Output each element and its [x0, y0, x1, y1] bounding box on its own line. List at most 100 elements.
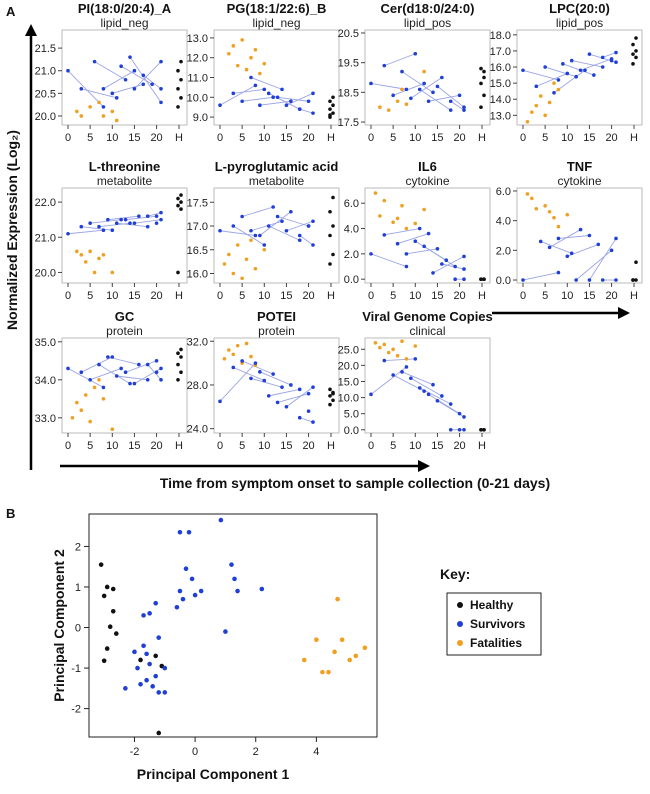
survivor-point	[592, 73, 596, 77]
x-tick-label: 15	[280, 290, 292, 302]
pca-y-label: Principal Component 2	[51, 549, 67, 702]
survivor-point	[574, 278, 578, 282]
survivor-point	[66, 68, 70, 73]
survivor-point	[561, 62, 565, 66]
fatality-point	[249, 55, 253, 60]
survivor-point	[578, 68, 583, 73]
subplot-title: TNF	[567, 159, 592, 174]
pca-fatality-point	[314, 637, 319, 642]
survivor-point	[154, 221, 159, 225]
trajectory-line	[410, 377, 443, 397]
subplot-title: L-threonine	[89, 159, 161, 174]
healthy-point	[482, 277, 486, 282]
fatality-point	[391, 347, 395, 352]
y-tick-label: 0.0	[344, 425, 359, 437]
survivor-point	[137, 362, 141, 367]
x-tick-label: 0	[65, 440, 71, 452]
trajectory-line	[549, 229, 581, 248]
trajectory-line	[241, 360, 274, 375]
healthy-point	[479, 81, 483, 86]
y-tick-label: 10.0	[187, 92, 208, 104]
healthy-point	[179, 347, 183, 352]
trajectory-line	[384, 358, 416, 361]
survivor-point	[253, 83, 258, 88]
survivor-point	[609, 248, 614, 253]
survivor-point	[369, 252, 373, 256]
pca-survivor-point	[229, 562, 234, 567]
pca-healthy-point	[138, 657, 143, 663]
x-tick-label: H	[175, 132, 183, 144]
subplot-subtitle: lipid_pos	[404, 16, 451, 30]
pca-survivor-point	[186, 529, 192, 535]
pca-survivor-point	[223, 629, 228, 634]
survivor-point	[311, 111, 315, 115]
x-tick-label: H	[478, 132, 486, 144]
survivor-point	[280, 385, 284, 389]
pca-healthy-point	[153, 653, 158, 659]
fatality-point	[378, 105, 382, 109]
fatality-point	[75, 109, 79, 114]
survivor-point	[231, 91, 236, 96]
survivor-point	[409, 96, 413, 101]
healthy-point	[331, 103, 335, 108]
survivor-point	[569, 251, 574, 256]
survivor-point	[574, 74, 578, 79]
legend: Key: Healthy Survivors Fatalities	[440, 566, 542, 656]
survivor-point	[417, 226, 422, 231]
trajectory-line	[437, 86, 465, 108]
x-tick-label: 0	[217, 440, 223, 452]
survivor-point	[159, 217, 163, 222]
y-tick-label: 17.0	[187, 221, 208, 233]
fatality-point	[400, 87, 404, 92]
trajectory-line	[103, 70, 135, 90]
fatality-point	[75, 400, 79, 405]
pca-fatality-point	[335, 596, 340, 602]
subplot-subtitle: protein	[258, 324, 295, 338]
x-tick-label: 5	[239, 290, 245, 302]
trajectory-line	[286, 92, 314, 106]
x-tick-label: 20	[453, 132, 465, 144]
survivor-point	[521, 278, 525, 282]
x-tick-label: 20	[302, 440, 314, 452]
x-tick-label: 5	[239, 440, 245, 452]
x-tick-label: 20	[302, 132, 314, 144]
survivor-point	[249, 228, 253, 233]
survivor-point	[462, 415, 466, 419]
trajectory-line	[89, 367, 122, 381]
pca-survivor-point	[183, 566, 189, 572]
survivor-point	[145, 362, 150, 367]
fatality-point	[413, 344, 418, 348]
survivor-point	[258, 103, 262, 108]
x-tick-label: 15	[280, 132, 292, 144]
x-tick-label: 20	[150, 290, 162, 302]
trajectory-line	[81, 356, 113, 373]
fatality-point	[395, 353, 400, 358]
survivor-point	[547, 245, 552, 250]
survivor-point	[262, 243, 267, 247]
trajectory-line	[536, 73, 568, 87]
fatality-point	[552, 215, 556, 220]
survivor-point	[462, 427, 466, 432]
survivor-point	[587, 278, 592, 282]
fatality-point	[253, 47, 258, 52]
survivor-point	[422, 389, 426, 393]
y-axis-label: Normalized Expression (Log₂)	[4, 130, 20, 330]
pca-survivor-point	[132, 649, 137, 655]
survivor-point	[132, 381, 137, 386]
fatality-point	[525, 119, 530, 124]
pca-fatality-point	[326, 669, 331, 675]
healthy-point	[482, 75, 486, 80]
pca-survivor-point	[162, 690, 168, 695]
legend-dot-healthy	[457, 602, 463, 608]
y-tick-label: 2.0	[344, 249, 359, 261]
trajectory-line	[384, 53, 416, 67]
legend-title: Key:	[440, 566, 470, 582]
trajectory-line	[147, 364, 162, 381]
subplot-title: PG(18:1/22:6)_B	[227, 1, 327, 16]
pca-x-label: Principal Component 1	[137, 766, 290, 782]
survivor-point	[462, 105, 466, 109]
y-tick-label: 19.5	[338, 58, 359, 70]
survivor-point	[431, 382, 435, 387]
y-tick-label: 0.0	[496, 275, 511, 287]
fatality-point	[538, 94, 543, 98]
